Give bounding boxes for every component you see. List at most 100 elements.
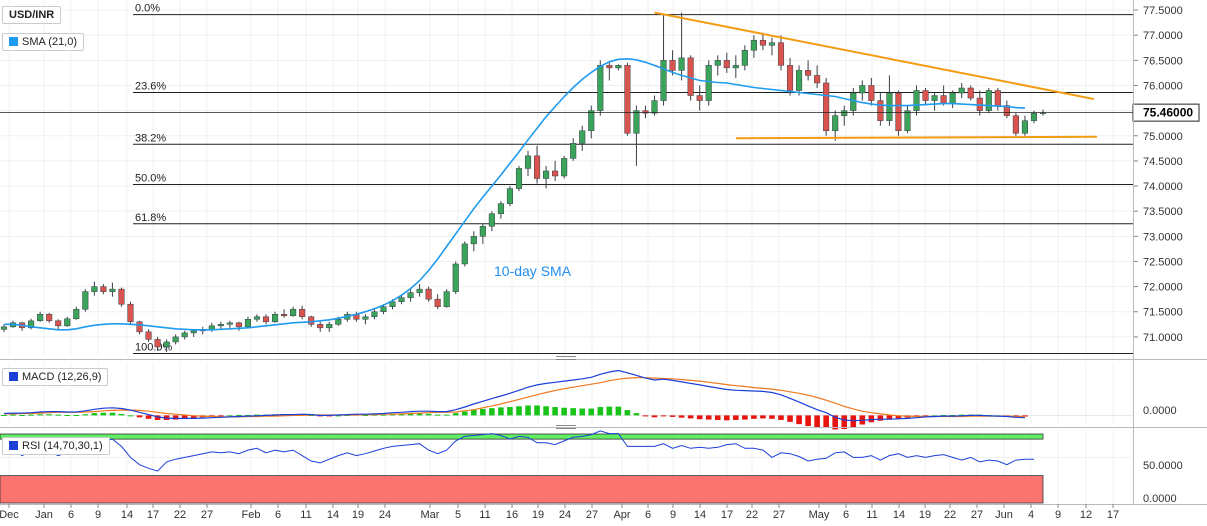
- candle-body: [832, 115, 839, 131]
- rsi-line: [3, 430, 1034, 472]
- main-panel-background: [0, 0, 1133, 357]
- candle-body: [37, 314, 44, 322]
- y-tick-label: 76.0000: [1143, 80, 1183, 92]
- candle-body: [515, 168, 523, 189]
- macd-histogram-bar: [805, 415, 811, 427]
- x-tick-label: 19: [352, 509, 364, 521]
- macd-histogram-bar: [73, 415, 80, 417]
- candle-body: [624, 65, 631, 134]
- macd-histogram-bar: [100, 412, 107, 416]
- macd-histogram-bar: [172, 415, 179, 420]
- macd-histogram-bar: [145, 415, 152, 419]
- candle-body: [994, 90, 1001, 106]
- candle-body: [470, 236, 477, 245]
- macd-histogram-bar: [669, 415, 676, 417]
- x-tick-label: 27: [773, 509, 785, 521]
- candle-body: [226, 322, 233, 325]
- macd-histogram-bar: [760, 415, 766, 419]
- macd-histogram-bar: [227, 415, 233, 417]
- macd-resize-handle[interactable]: [556, 356, 576, 360]
- candle-body: [172, 336, 179, 343]
- macd-histogram-bar: [597, 407, 604, 416]
- candle-body: [714, 60, 721, 66]
- macd-histogram-bar: [931, 415, 938, 417]
- y-tick-label: 74.5000: [1143, 156, 1183, 168]
- macd-histogram-bar: [335, 415, 342, 417]
- candle-body: [371, 311, 378, 318]
- symbol-tag[interactable]: USD/INR: [2, 6, 62, 24]
- x-tick-label: Jun: [995, 509, 1013, 521]
- macd-histogram-bar: [398, 413, 405, 416]
- macd-histogram-bar: [416, 413, 423, 416]
- candle-body: [281, 314, 288, 317]
- x-tick-label: Jan: [35, 509, 53, 521]
- x-tick-label: 17: [147, 509, 159, 521]
- sma-line: [4, 57, 1025, 331]
- candle-body: [181, 332, 188, 338]
- candle-body: [244, 319, 251, 328]
- fib-level-label: 23.6%: [135, 81, 166, 93]
- candle-body: [335, 319, 342, 325]
- macd-histogram-bar: [461, 411, 468, 416]
- macd-histogram-bar: [588, 408, 595, 416]
- sma-tag[interactable]: SMA (21,0): [2, 33, 85, 51]
- y-tick-label: 75.0000: [1143, 131, 1183, 143]
- candle-body: [768, 42, 776, 46]
- main-panel: 0.0% 23.6% 38.2% 50.0% 61.8% 100.0% 10-day SM…: [0, 0, 1200, 357]
- macd-histogram-bar: [624, 410, 631, 416]
- candle-body: [479, 226, 486, 237]
- candle-body: [823, 82, 830, 131]
- rsi-panel: 50.0000 0.0000: [0, 430, 1183, 505]
- rsi-oversold-zone: [0, 475, 1044, 504]
- candle-body: [136, 321, 143, 333]
- macd-histogram-bar: [561, 407, 567, 416]
- candle-body: [796, 70, 803, 91]
- rsi-resize-handle[interactable]: [556, 425, 576, 429]
- macd-histogram-bar: [46, 414, 52, 416]
- y-tick-label: 71.0000: [1143, 332, 1183, 344]
- macd-histogram-bar: [154, 415, 161, 420]
- macd-histogram-bar: [407, 413, 414, 416]
- candle-body: [64, 318, 71, 327]
- macd-tag[interactable]: MACD (12,26,9): [2, 368, 109, 386]
- candle-body: [407, 292, 414, 298]
- x-tick-label: 5: [455, 509, 461, 521]
- fib-level-label: 0.0%: [135, 3, 160, 15]
- macd-histogram-bar: [82, 414, 89, 416]
- candle-body: [696, 95, 703, 101]
- macd-histogram-bar: [471, 409, 477, 416]
- candle-body: [217, 324, 224, 327]
- y-tick-label: 72.5000: [1143, 256, 1183, 268]
- candle-body: [1003, 105, 1010, 116]
- sma-annotation: 10-day SMA: [494, 263, 572, 279]
- candle-body: [732, 65, 739, 69]
- symbol-label: USD/INR: [9, 9, 55, 21]
- macd-line: [3, 369, 1025, 422]
- candle-body: [416, 288, 423, 293]
- candle-body: [841, 110, 848, 116]
- macd-histogram-bar: [254, 414, 260, 416]
- candle-body: [922, 90, 929, 101]
- x-tick-label: 11: [300, 509, 311, 521]
- fib-level-label: 100.0%: [135, 341, 173, 353]
- macd-histogram-bar: [552, 407, 558, 416]
- candle-body: [262, 316, 270, 323]
- candle-body: [208, 325, 215, 330]
- candle-body: [1012, 115, 1019, 134]
- candle-body: [786, 65, 794, 91]
- x-tick-label: 12: [1080, 509, 1092, 521]
- x-tick-label: 14: [327, 509, 339, 521]
- candle-body: [488, 213, 495, 227]
- x-tick-label: 6: [275, 509, 281, 521]
- macd-histogram-bar: [922, 415, 929, 417]
- macd-histogram-bar: [769, 415, 775, 419]
- candle-body: [91, 286, 98, 292]
- candle-body: [127, 303, 134, 323]
- candle-body: [290, 308, 297, 317]
- rsi-tag[interactable]: RSI (14,70,30,1): [2, 437, 110, 455]
- last-price-marker: 75.46000: [0, 103, 1200, 122]
- rsi-tag-label: RSI (14,70,30,1): [22, 440, 103, 452]
- macd-histogram-bar: [452, 413, 459, 416]
- candle-body: [118, 288, 125, 305]
- macd-histogram-bar: [218, 415, 224, 417]
